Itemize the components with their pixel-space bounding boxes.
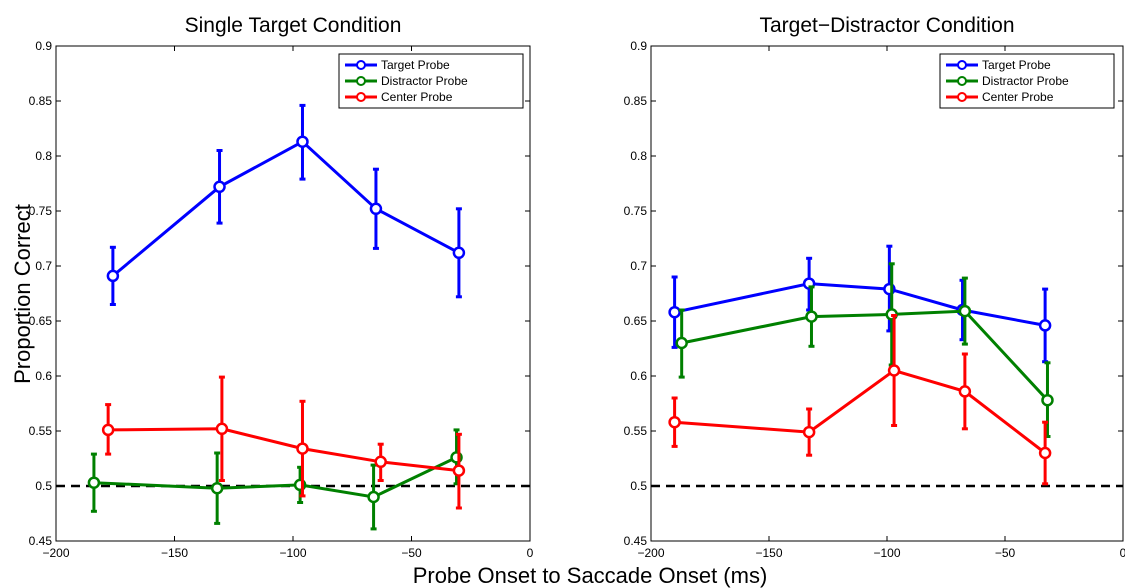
legend-label: Distractor Probe: [381, 74, 468, 88]
legend-label: Target Probe: [982, 58, 1051, 72]
data-point: [213, 180, 226, 194]
y-tick-label: 0.9: [630, 39, 647, 53]
data-point: [958, 304, 972, 318]
data-point: [887, 364, 901, 377]
data-point: [452, 246, 466, 260]
series-line: [681, 309, 1049, 402]
y-tick-label: 0.55: [624, 424, 648, 438]
data-point: [296, 442, 309, 455]
y-tick-label: 0.7: [35, 259, 52, 273]
data-point: [210, 481, 224, 495]
y-tick-label: 0.75: [29, 204, 53, 218]
y-tick-label: 0.9: [35, 39, 52, 53]
y-tick-label: 0.5: [630, 479, 647, 493]
x-tick-label: −100: [873, 546, 900, 560]
legend-marker: [957, 92, 967, 102]
data-point: [1041, 393, 1054, 407]
data-point: [106, 269, 120, 283]
axes-frame: [650, 45, 1124, 542]
x-tick-label: 0: [1120, 546, 1125, 560]
legend: Target Probe Distractor Probe Center Probe: [939, 53, 1115, 109]
y-tick-label: 0.65: [624, 314, 648, 328]
panel-single-target: −200 −150 −100 −50 0 0.45 0.5 0.55 0.6 0.65 0.7 0.7…: [29, 14, 534, 560]
data-point: [296, 135, 309, 148]
data-point: [369, 202, 383, 216]
y-tick-label: 0.55: [29, 424, 53, 438]
x-tick-label: −150: [755, 546, 782, 560]
series-line: [108, 427, 460, 473]
legend: Target Probe Distractor Probe Center Probe: [338, 53, 524, 109]
data-point: [101, 423, 115, 437]
y-tick-label: 0.8: [630, 149, 647, 163]
y-tick-label: 0.45: [624, 534, 648, 548]
y-tick-label: 0.6: [630, 369, 647, 383]
legend-marker: [356, 76, 366, 86]
panel-target-distractor: −200 −150 −100 −50 0 0.45 0.5 0.55 0.6 0.65 0.7 0.7…: [624, 14, 1125, 560]
y-tick-label: 0.85: [29, 94, 53, 108]
panel-title: Target−Distractor Condition: [759, 14, 1014, 37]
legend-label: Distractor Probe: [982, 74, 1069, 88]
y-tick-label: 0.65: [29, 314, 53, 328]
data-point: [675, 336, 688, 350]
data-point: [805, 310, 818, 323]
x-tick-label: −50: [401, 546, 422, 560]
x-tick-label: −200: [42, 546, 69, 560]
series-line: [674, 368, 1047, 455]
legend-marker: [957, 60, 967, 70]
x-tick-label: 0: [527, 546, 534, 560]
data-point: [1038, 446, 1052, 460]
x-tick-label: −200: [637, 546, 664, 560]
y-tick-label: 0.7: [630, 259, 647, 273]
y-tick-label: 0.75: [624, 204, 648, 218]
data-point: [215, 422, 229, 436]
data-point: [87, 476, 101, 489]
series-line: [674, 282, 1046, 327]
panel-title: Single Target Condition: [185, 14, 402, 37]
data-point: [374, 455, 387, 469]
data-point: [452, 464, 466, 477]
y-tick-label: 0.45: [29, 534, 53, 548]
x-tick-label: −150: [161, 546, 188, 560]
x-tick-label: −100: [279, 546, 306, 560]
x-tick-label: −50: [995, 546, 1016, 560]
legend-marker: [957, 76, 967, 86]
data-point: [1038, 319, 1052, 332]
data-point: [367, 490, 380, 504]
y-tick-label: 0.8: [35, 149, 52, 163]
legend-marker: [356, 60, 366, 70]
data-point: [668, 305, 681, 319]
y-tick-label: 0.85: [624, 94, 648, 108]
legend-label: Center Probe: [381, 90, 453, 104]
data-point: [958, 385, 972, 398]
y-tick-label: 0.6: [35, 369, 52, 383]
data-point: [802, 425, 816, 439]
y-tick-label: 0.5: [35, 479, 52, 493]
legend-label: Center Probe: [982, 90, 1054, 104]
axes-frame: [55, 45, 531, 542]
y-axis-label: Proportion Correct: [10, 204, 35, 384]
data-point: [668, 415, 681, 429]
legend-label: Target Probe: [381, 58, 450, 72]
x-axis-label: Probe Onset to Saccade Onset (ms): [413, 563, 768, 588]
legend-marker: [356, 92, 366, 102]
series-line: [111, 139, 460, 278]
